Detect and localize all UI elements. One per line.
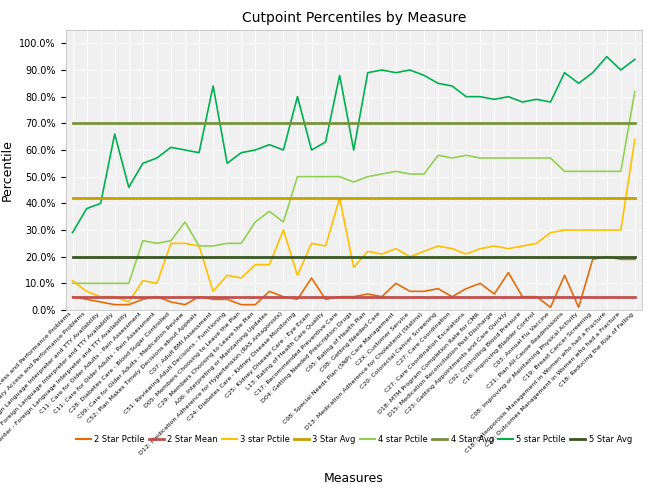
Y-axis label: Percentile: Percentile — [1, 139, 14, 201]
X-axis label: Measures: Measures — [324, 472, 384, 485]
Legend: 2 Star Pctile, 2 Star Mean, 3 star Pctile, 3 Star Avg, 4 star Pctile, 4 Star Avg: 2 Star Pctile, 2 Star Mean, 3 star Pctil… — [72, 432, 635, 448]
Title: Cutpoint Percentiles by Measure: Cutpoint Percentiles by Measure — [242, 10, 466, 24]
